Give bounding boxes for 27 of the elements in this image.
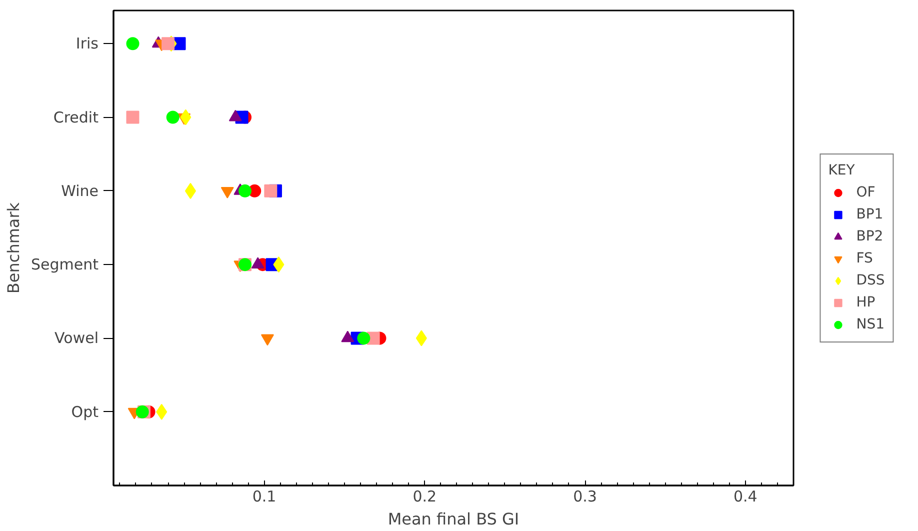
point xyxy=(264,184,278,198)
x-axis-title: Mean final BS GI xyxy=(388,510,520,528)
legend-label: NS1 xyxy=(856,316,884,332)
y-axis-title: Benchmark xyxy=(4,202,23,294)
legend-label: BP2 xyxy=(856,228,884,244)
legend-label: DSS xyxy=(856,272,885,288)
x-tick-label: 0.3 xyxy=(573,488,597,506)
x-tick-label: 0.1 xyxy=(252,488,276,506)
point xyxy=(126,110,140,124)
point xyxy=(166,110,180,124)
point xyxy=(357,332,370,345)
y-tick-label: Iris xyxy=(76,34,99,53)
legend-label: OF xyxy=(856,184,876,200)
y-tick-label: Opt xyxy=(71,402,99,421)
point xyxy=(238,184,252,198)
point xyxy=(162,37,175,50)
y-tick-label: Segment xyxy=(31,256,99,274)
y-tick-label: Wine xyxy=(61,182,98,200)
legend-label: HP xyxy=(856,294,876,310)
x-tick-label: 0.4 xyxy=(733,488,758,506)
y-tick-label: Credit xyxy=(53,108,99,126)
x-tick-label: 0.2 xyxy=(412,488,437,506)
y-tick-label: Vowel xyxy=(54,329,99,348)
legend-label: FS xyxy=(856,250,874,266)
legend-label: BP1 xyxy=(856,206,884,222)
legend-title: KEY xyxy=(828,162,856,178)
point xyxy=(126,37,140,50)
